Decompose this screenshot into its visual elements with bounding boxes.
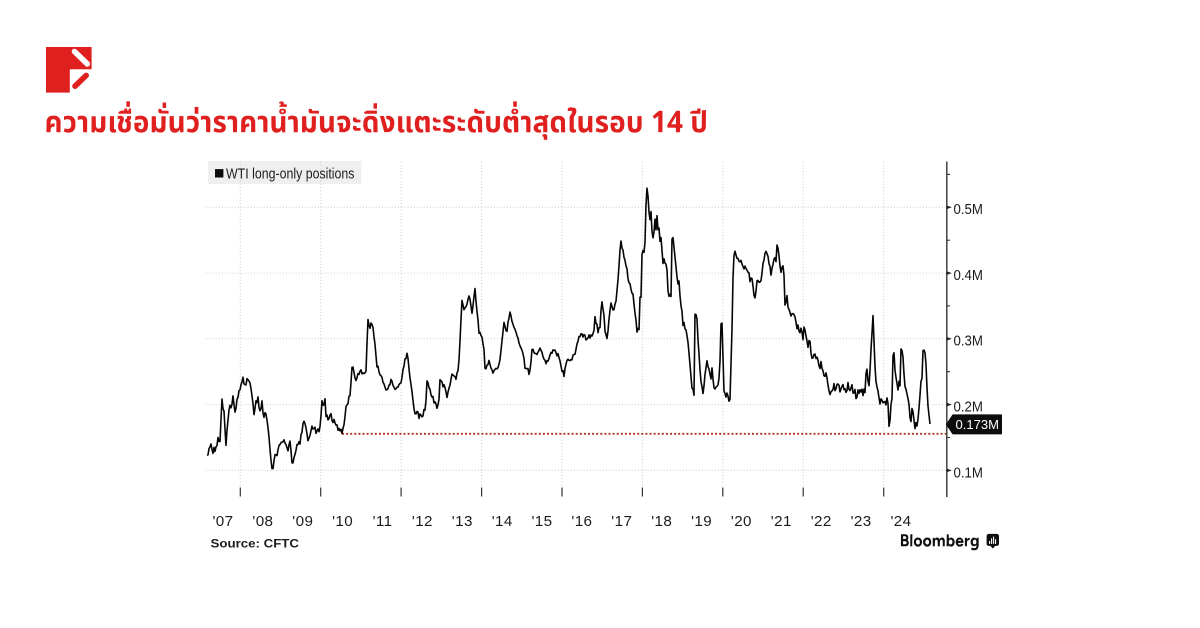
svg-text:0.3M: 0.3M [954,333,983,350]
svg-text:'14: '14 [492,513,513,530]
svg-text:'15: '15 [532,513,553,530]
svg-text:'17: '17 [611,513,632,530]
svg-text:'08: '08 [252,513,273,530]
svg-text:'24: '24 [891,513,912,530]
svg-text:'09: '09 [292,513,313,530]
svg-text:'21: '21 [771,513,792,530]
svg-text:'12: '12 [412,513,433,530]
svg-text:'20: '20 [731,513,752,530]
svg-text:'18: '18 [651,513,672,530]
svg-text:'10: '10 [332,513,353,530]
svg-text:'11: '11 [373,513,393,530]
svg-text:'07: '07 [213,513,234,530]
svg-text:0.1M: 0.1M [954,464,983,481]
svg-text:'13: '13 [452,513,473,530]
svg-text:0.2M: 0.2M [954,399,983,416]
svg-text:'23: '23 [851,513,872,530]
svg-text:0.5M: 0.5M [954,201,983,218]
svg-text:WTI long-only positions: WTI long-only positions [226,166,355,182]
svg-text:'22: '22 [811,513,832,530]
svg-text:'19: '19 [691,513,712,530]
svg-text:'16: '16 [571,513,592,530]
svg-text:Source: CFTC: Source: CFTC [211,536,300,550]
svg-text:0.4M: 0.4M [954,267,983,284]
svg-text:0.173M: 0.173M [956,417,1000,432]
